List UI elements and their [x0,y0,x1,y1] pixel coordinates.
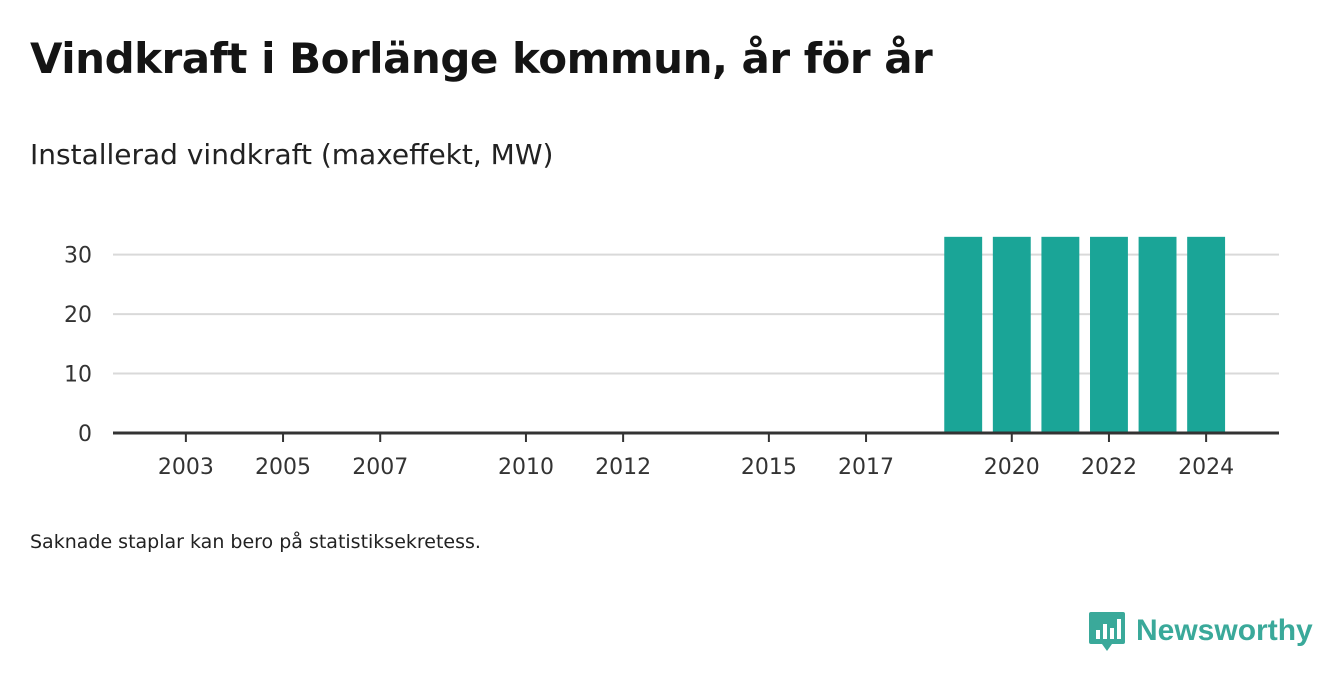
bar-2022 [1090,236,1128,433]
footnote: Saknade staplar kan bero på statistiksek… [30,531,481,553]
chart-subtitle: Installerad vindkraft (maxeffekt, MW) [30,138,554,171]
bar-2020 [992,236,1031,433]
x-tick-label: 2012 [595,455,651,480]
x-tick-label: 2003 [158,455,214,480]
x-tick-label: 2005 [255,455,311,480]
bar-2021 [1041,236,1080,433]
chart-title: Vindkraft i Borlänge kommun, år för år [30,34,933,83]
y-tick-label: 0 [78,422,92,447]
x-tick-label: 2017 [838,455,894,480]
x-tick-label: 2010 [498,455,554,480]
x-tick-label: 2020 [984,455,1040,480]
bar-2024 [1187,236,1226,433]
x-tick-label: 2024 [1178,455,1234,480]
y-tick-label: 20 [64,303,92,328]
bar-chart: 0 10 20 30 2003 2005 2007 2010 2012 2015 2017 2020 2… [64,236,1279,480]
bar-2023 [1138,236,1177,433]
bar-chart-speech-bubble-icon [1089,612,1125,651]
brand-name: Newsworthy [1136,614,1313,647]
x-tick-label: 2022 [1081,455,1137,480]
x-tick-label: 2015 [741,455,797,480]
x-tick-label: 2007 [352,455,408,480]
newsworthy-logo: Newsworthy [1088,610,1313,652]
y-tick-label: 10 [64,363,92,388]
y-tick-label: 30 [64,244,92,269]
bar-2019 [944,236,983,433]
